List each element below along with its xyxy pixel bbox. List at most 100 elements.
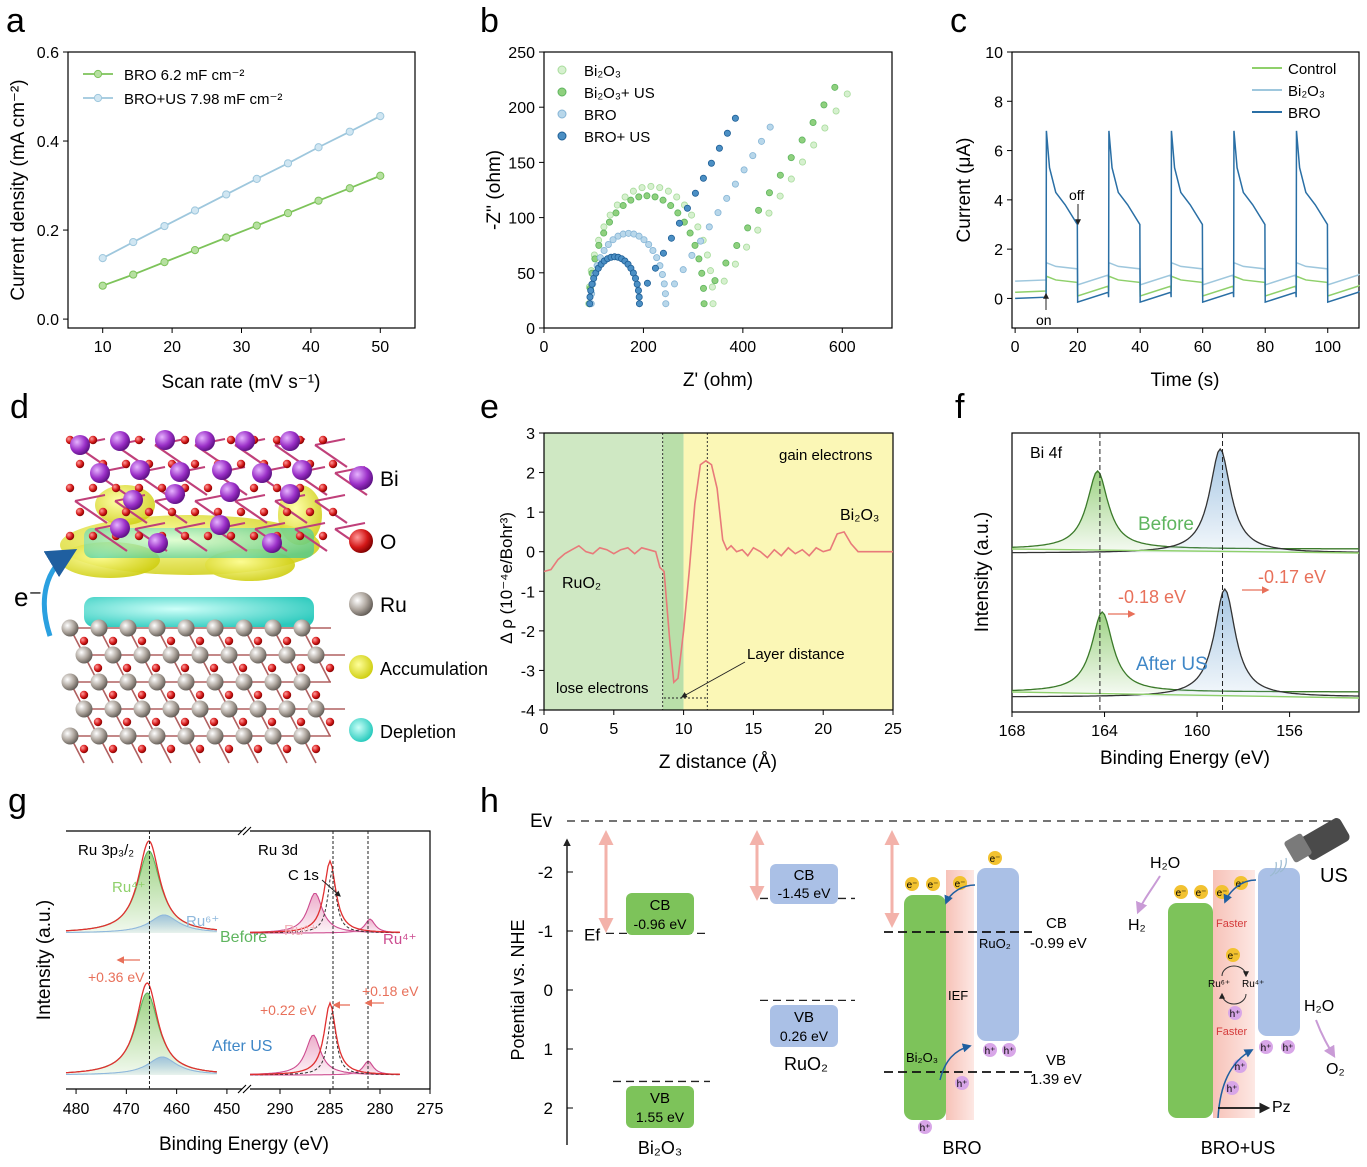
nyquist-point [715, 144, 723, 152]
electron-transfer-arrow [41, 548, 78, 637]
hole-symbol: h⁺ [1261, 1043, 1272, 1054]
panel-f-chart: 168 164 160 156 Bi 4f Before After US -0.18… [972, 432, 1360, 769]
nyquist-point [595, 241, 603, 249]
panel-letter-b: b [480, 2, 499, 40]
o-atom [224, 744, 234, 754]
reduction-arrow [1135, 875, 1161, 915]
ru3p-ru6-after-fill [66, 1057, 217, 1075]
nyquist-point [699, 174, 707, 182]
bond [254, 522, 286, 530]
nyquist-point [765, 189, 773, 197]
nyquist-point [694, 223, 702, 231]
nyquist-point [683, 204, 691, 212]
data-point [190, 206, 200, 215]
ef-label: Ef [584, 925, 600, 944]
ru-atom [61, 673, 79, 691]
panel-a-legend: BRO 6.2 mF cm⁻² BRO+US 7.98 mF cm⁻² [83, 67, 282, 108]
nyquist-point [707, 159, 715, 167]
ru3d32-before [250, 892, 401, 934]
data-point [129, 237, 138, 247]
o-atom [311, 744, 321, 754]
region-ruo2 [544, 433, 663, 710]
x-tick-label: 200 [630, 339, 657, 356]
ru-atom [235, 619, 253, 637]
bro-bi2o3-block [904, 895, 946, 1120]
o-atom [203, 483, 213, 493]
y-tick-label: -2 [538, 863, 553, 882]
o-atom [166, 744, 176, 754]
legend-label: BRO [1288, 105, 1321, 122]
x-tick-label: 40 [302, 339, 320, 356]
nyquist-point [695, 255, 703, 263]
nyquist-point [714, 209, 722, 217]
bi-atom [220, 482, 240, 502]
o-atom [137, 690, 147, 700]
legend-brous-label: BRO+US 7.98 mF cm⁻² [124, 91, 282, 108]
panel-letter-h: h [480, 782, 499, 820]
nyquist-point [843, 90, 851, 98]
nyquist-point [679, 266, 687, 274]
bond [234, 494, 266, 502]
electron-symbol: e⁻ [990, 854, 1001, 865]
y-tick-label: 0 [526, 321, 535, 338]
panel-c-frame [1011, 51, 1360, 329]
bi-atom [110, 431, 130, 451]
bond [74, 494, 106, 502]
data-point [252, 221, 261, 230]
o-atom [75, 459, 85, 469]
o-atom [328, 507, 338, 517]
o-atom [209, 663, 219, 673]
data-point [283, 209, 293, 218]
legend-label-accum: Accumulation [380, 659, 488, 679]
o-atom [151, 717, 161, 727]
ru3p-envelope-after [65, 982, 217, 1074]
panel-d-legend: Bi O Ru Accumulation Depletion [349, 466, 488, 742]
ru-atom [278, 700, 296, 718]
nyquist-point [733, 241, 741, 249]
o-atom [311, 636, 321, 646]
peak-bi4f72-after-fill [1012, 612, 1359, 692]
ru-atom [162, 700, 180, 718]
nyquist-point [667, 234, 675, 242]
nyquist-point [662, 300, 670, 308]
panel-letter-f: f [955, 388, 965, 426]
nyquist-point [619, 202, 627, 210]
nyquist-point [633, 280, 641, 288]
hole-symbol: h⁺ [1230, 1009, 1241, 1020]
o-atom [226, 435, 236, 445]
nyquist-point [691, 189, 699, 197]
x-tick-label: 164 [1091, 723, 1118, 740]
o-atom [121, 507, 131, 517]
before-label-g: Before [220, 929, 267, 946]
hole-marker [1281, 1040, 1295, 1054]
ru-atom [177, 727, 195, 745]
ru3p-ru6-before [66, 914, 217, 933]
baseline-before [1011, 548, 1360, 554]
shift-label-2: -0.17 eV [1258, 567, 1326, 587]
panel-b-series [585, 83, 851, 308]
ru-atom [133, 700, 151, 718]
nyquist-point [755, 206, 763, 214]
ruo2-cb-label: CB [794, 867, 815, 884]
data-point [222, 233, 231, 242]
ru-atom [61, 619, 79, 637]
peak-bi4f52-after [1012, 587, 1359, 698]
nyquist-point [707, 267, 715, 275]
axis-break-top [237, 826, 252, 836]
baseline-after [1011, 691, 1360, 699]
ru-atom [177, 673, 195, 691]
ru6-label: Ru⁶⁺ [1208, 979, 1230, 990]
o-atom [267, 663, 277, 673]
x-tick-label: 480 [63, 1101, 90, 1118]
ru-atom [177, 619, 195, 637]
legend-label-o: O [380, 531, 396, 554]
o-atom [325, 663, 335, 673]
y-tick-label: 0.6 [37, 45, 59, 62]
data-point [222, 190, 231, 199]
o-atom [236, 507, 246, 517]
o-atom [137, 636, 147, 646]
oxidation-arrow [1315, 1019, 1336, 1059]
y-tick-label: 1 [526, 505, 535, 522]
electron-marker [1226, 948, 1240, 962]
nyquist-point [643, 279, 651, 287]
